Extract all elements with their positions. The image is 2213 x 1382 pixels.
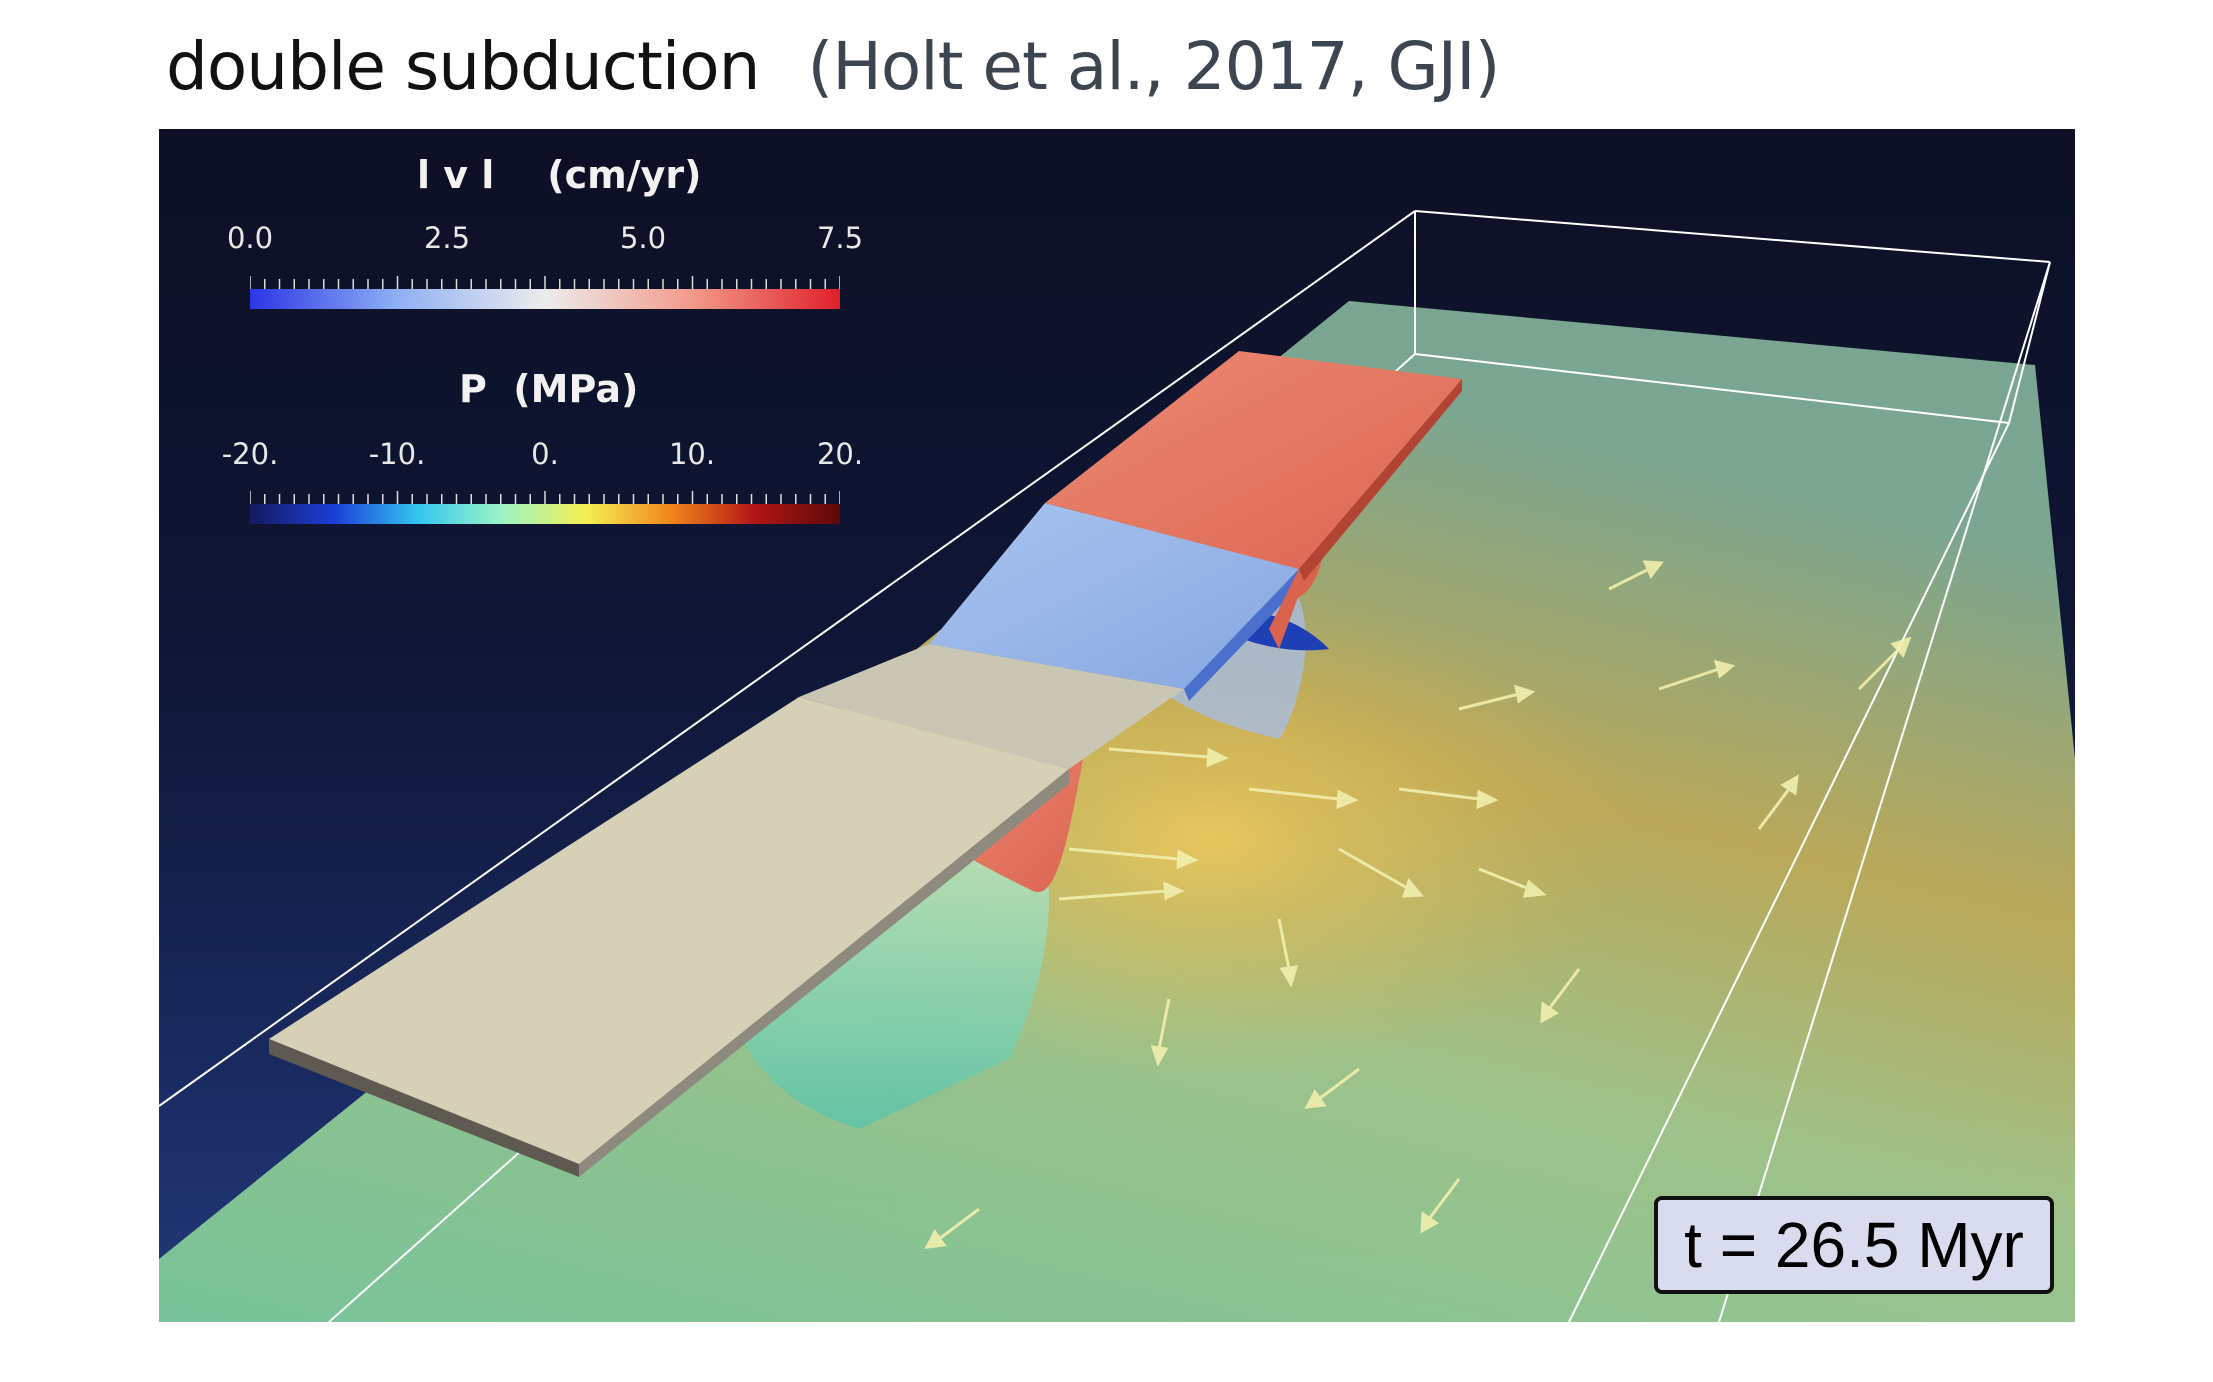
red-plate-edge <box>1299 379 1462 581</box>
pressure-legend-title: P (MPa) <box>459 367 639 411</box>
velocity-tick-2: 5.0 <box>619 221 667 255</box>
upper-plate-front <box>269 1039 579 1177</box>
velocity-arrows <box>924 560 1912 1249</box>
velocity-tick-3: 7.5 <box>816 221 864 255</box>
pressure-tick-1: -10. <box>368 437 426 471</box>
timestamp-label: t = 26.5 Myr <box>1654 1196 2054 1294</box>
figure-citation: (Holt et al., 2017, GJI) <box>807 28 1500 105</box>
pressure-tick-4: 20. <box>816 437 864 471</box>
figure-title: double subduction <box>166 28 760 105</box>
red-plate-top <box>1045 351 1462 569</box>
red-slab-rim <box>1269 569 1304 649</box>
blue-plate-edge <box>1184 569 1304 701</box>
upper-plate-top <box>269 697 1069 1164</box>
upper-plate-side <box>579 769 1069 1177</box>
velocity-tick-0: 0.0 <box>226 221 274 255</box>
pressure-tick-3: 10. <box>668 437 716 471</box>
sinking-slab-lower <box>737 829 1049 1129</box>
velocity-tick-1: 2.5 <box>423 221 471 255</box>
pressure-tick-0: -20. <box>221 437 279 471</box>
velocity-legend-title: l v l (cm/yr) <box>417 153 702 197</box>
blue-plate-top <box>929 503 1299 689</box>
pressure-colorbar <box>250 491 840 524</box>
pressure-tick-2: 0. <box>531 437 559 471</box>
trench-zone-rough <box>799 644 1184 769</box>
subduction-scene <box>159 210 2075 1322</box>
simulation-render: l v l (cm/yr) 0.0 2.5 5.0 7.5 P (MPa) -2… <box>159 129 2075 1322</box>
figure-title-row: double subduction (Holt et al., 2017, GJI… <box>166 28 1500 118</box>
velocity-colorbar <box>250 276 840 309</box>
